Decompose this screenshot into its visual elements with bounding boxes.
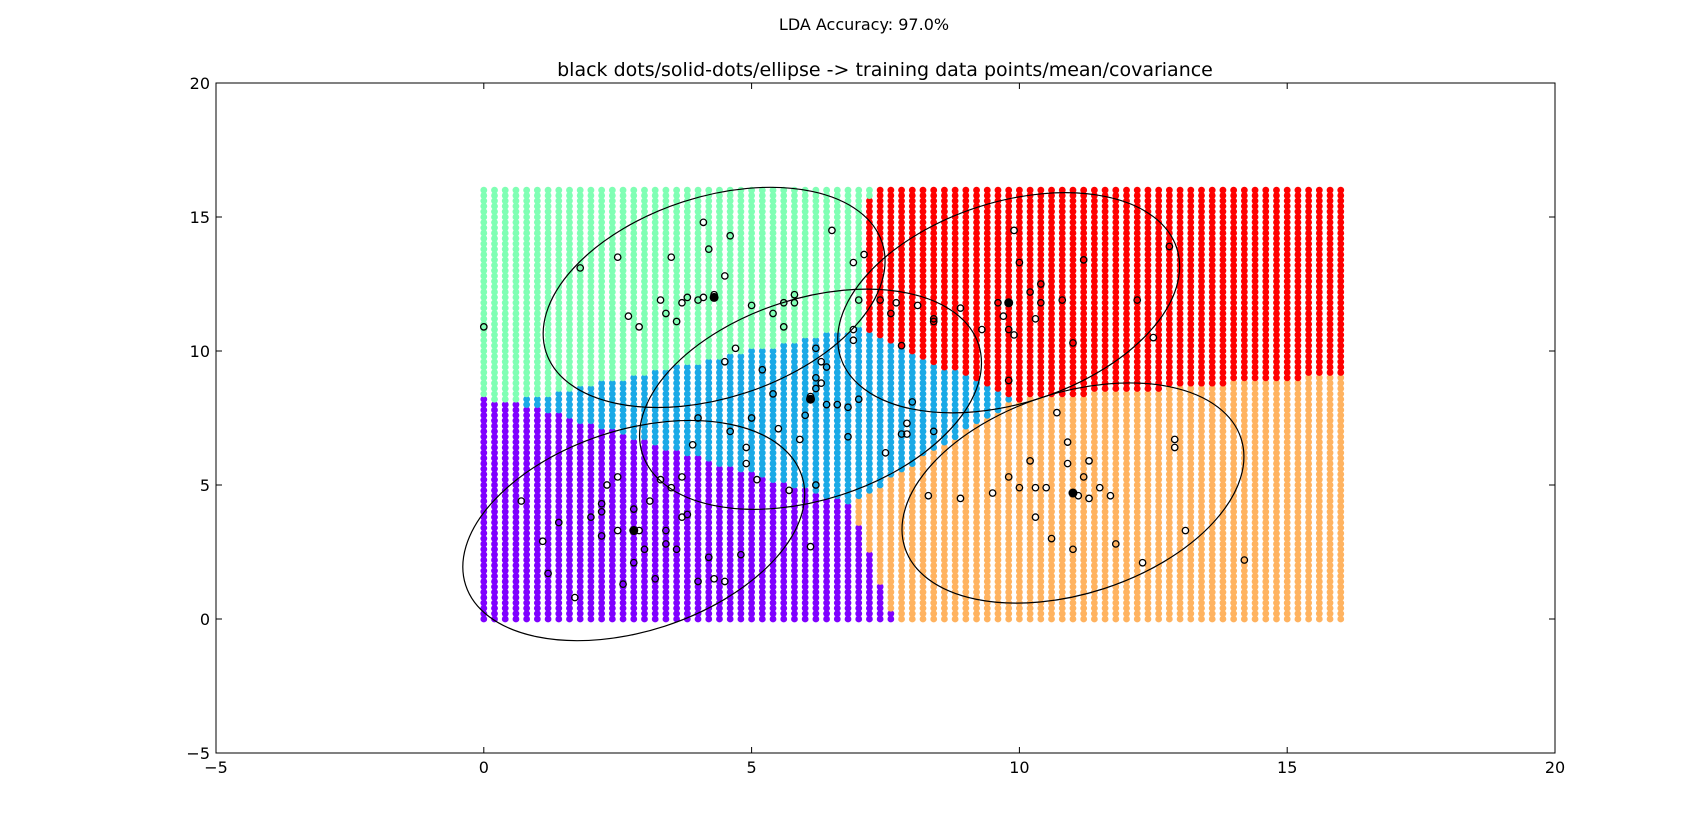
grid-point-class_3 [866, 187, 873, 194]
grid-point-class_3 [566, 187, 573, 194]
grid-point-class_4 [909, 187, 916, 194]
grid-point-class_4 [973, 187, 980, 194]
grid-point-class_3 [491, 187, 498, 194]
grid-point-class_3 [845, 187, 852, 194]
grid-point-class_3 [663, 187, 670, 194]
grid-point-class_3 [834, 187, 841, 194]
grid-point-class_4 [887, 187, 894, 194]
grid-point-class_3 [630, 187, 637, 194]
grid-point-class_4 [952, 187, 959, 194]
grid-point-class_3 [737, 187, 744, 194]
grid-point-class_4 [920, 187, 927, 194]
grid-point-class_3 [480, 187, 487, 194]
grid-point-class_4 [1123, 187, 1130, 194]
grid-point-class_3 [555, 187, 562, 194]
grid-point-class_4 [1102, 187, 1109, 194]
grid-point-class_4 [1091, 187, 1098, 194]
grid-point-class_3 [598, 187, 605, 194]
grid-point-class_3 [513, 187, 520, 194]
grid-point-class_4 [898, 187, 905, 194]
suptitle: LDA Accuracy: 97.0% [779, 15, 949, 34]
grid-point-class_3 [823, 187, 830, 194]
grid-point-class_3 [684, 187, 691, 194]
grid-point-class_4 [1037, 187, 1044, 194]
grid-point-class_3 [502, 187, 509, 194]
grid-point-class_3 [855, 187, 862, 194]
grid-point-class_3 [695, 187, 702, 194]
grid-point-class_3 [534, 187, 541, 194]
grid-point-class_3 [588, 187, 595, 194]
grid-point-class_3 [620, 187, 627, 194]
grid-point-class_4 [1005, 187, 1012, 194]
grid-point-class_3 [545, 187, 552, 194]
grid-point-class_4 [1016, 187, 1023, 194]
grid-point-class_4 [995, 187, 1002, 194]
chart-title: black dots/solid-dots/ellipse -> trainin… [557, 59, 1213, 81]
grid-point-class_3 [673, 187, 680, 194]
grid-point-class_4 [1080, 187, 1087, 194]
grid-point-class_4 [1027, 187, 1034, 194]
grid-point-class_3 [609, 187, 616, 194]
grid-point-class_3 [641, 187, 648, 194]
grid-point-class_3 [652, 187, 659, 194]
grid-point-class_3 [577, 187, 584, 194]
grid-point-class_3 [523, 187, 530, 194]
grid-point-class_4 [1112, 187, 1119, 194]
grid-point-class_4 [930, 187, 937, 194]
grid-point-class_4 [984, 187, 991, 194]
grid-point-class_3 [705, 187, 712, 194]
grid-point-class_4 [941, 187, 948, 194]
grid-point-class_4 [877, 187, 884, 194]
grid-point-class_4 [962, 187, 969, 194]
